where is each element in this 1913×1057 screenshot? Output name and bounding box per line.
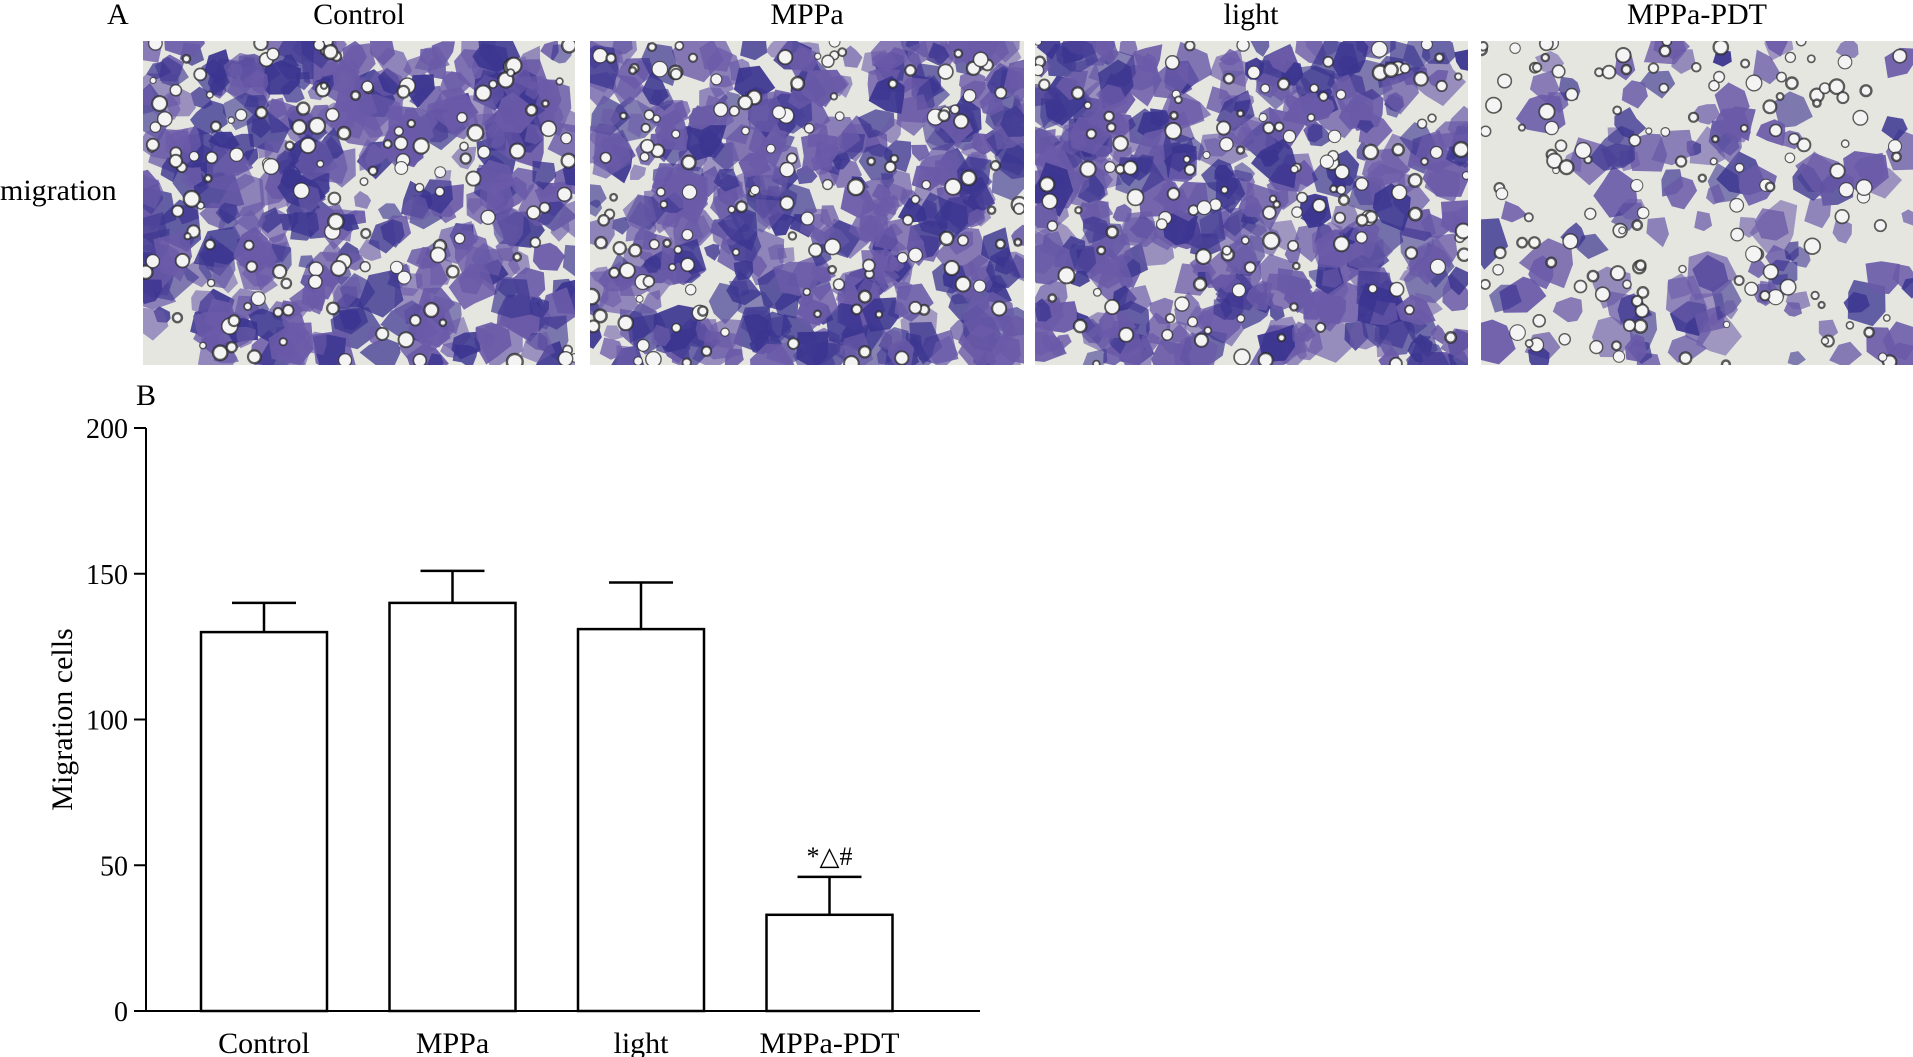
x-tick-label: Control (218, 1027, 310, 1057)
column-title-light: light (1223, 0, 1279, 31)
column-title-mppa: MPPa (770, 0, 844, 31)
row-label-migration: migration (0, 174, 117, 207)
bar (765, 913, 894, 1013)
y-tick-label: 150 (86, 560, 128, 591)
micrograph-control (143, 41, 575, 365)
column-title-mppa-pdt: MPPa-PDT (1626, 0, 1768, 31)
y-tick-label: 0 (114, 997, 128, 1028)
y-tick-label: 200 (86, 414, 128, 445)
x-tick-label: MPPa-PDT (759, 1027, 899, 1057)
significance-annotation: *△# (807, 842, 853, 871)
migration-bar-chart: B *△# 0 50 100 150 200 Control MPPa light MPPa-P… (46, 380, 980, 1057)
micrograph-mppa (590, 41, 1024, 365)
micrograph-mppa-pdt (1481, 41, 1913, 365)
bar (576, 627, 706, 1013)
y-axis-label: Migration cells (46, 628, 79, 810)
x-tick-label: MPPa (416, 1027, 489, 1057)
bar (388, 601, 517, 1013)
micrograph-light (1035, 41, 1468, 365)
panel-b-label: B (136, 380, 156, 412)
column-title-control: Control (313, 0, 405, 31)
x-tick-label: light (613, 1027, 669, 1057)
y-tick-label: 100 (86, 706, 128, 737)
panel-a-label: A (107, 0, 129, 31)
y-tick-label: 50 (100, 851, 128, 882)
bar (199, 630, 329, 1013)
